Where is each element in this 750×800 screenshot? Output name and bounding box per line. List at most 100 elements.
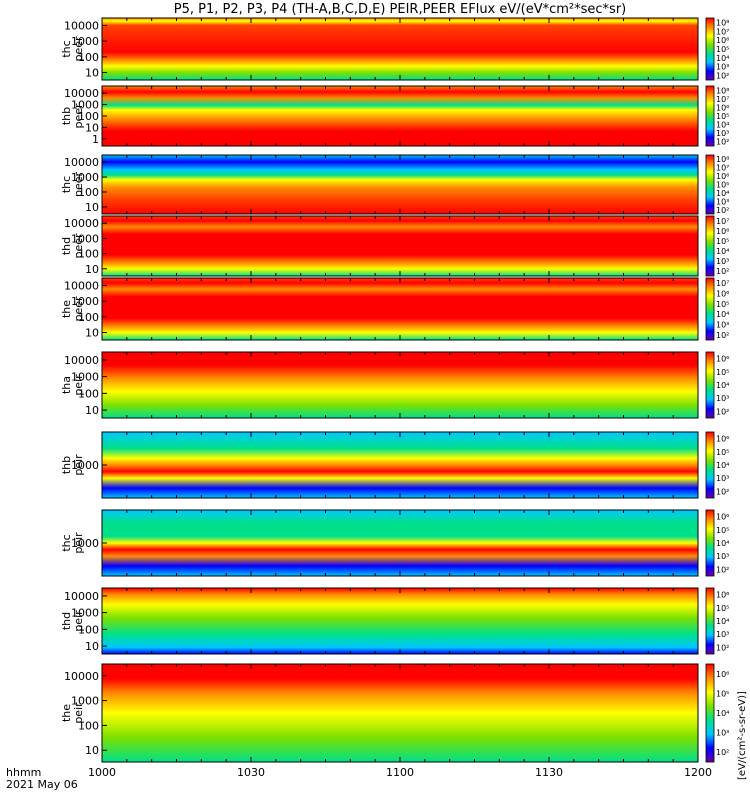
panel-label-line: the	[60, 300, 73, 318]
colorbar-tick-label: 10³	[716, 197, 729, 206]
colorbar-tick-label: 10⁵	[716, 448, 729, 457]
colorbar-tick-label: 10⁶	[716, 103, 729, 112]
panel-label-line: peir	[72, 532, 85, 554]
colorbar-tick-label: 10³	[716, 257, 729, 266]
colorbar-tick-label: 10⁵	[716, 689, 729, 698]
panel-label-line: the	[60, 704, 73, 722]
x-tick-label: 1100	[386, 766, 414, 779]
panel-label-line: tha	[60, 376, 73, 394]
y-tick-label: 100	[78, 110, 99, 123]
y-tick-label: 10	[85, 201, 99, 214]
colorbar-tick-label: 10⁵	[716, 112, 729, 121]
colorbar-tick-label: 10³	[716, 129, 729, 138]
colorbar-tick-label: 10⁶	[716, 290, 729, 299]
y-tick-label: 1	[92, 133, 99, 146]
y-tick-label: 10000	[64, 156, 99, 169]
y-tick-label: 100	[78, 719, 99, 732]
colorbar-tick-label: 10⁸	[716, 155, 729, 164]
colorbar-tick-label: 10⁴	[716, 461, 729, 470]
colorbar	[705, 587, 715, 655]
y-tick-label: 10	[85, 404, 99, 417]
y-tick-label: 10000	[64, 354, 99, 367]
colorbar-tick-label: 10⁷	[716, 27, 729, 36]
y-tick-label: 1000	[71, 537, 99, 550]
spectrogram-image	[102, 432, 698, 498]
y-tick-label: 10000	[64, 670, 99, 683]
colorbar-tick-label: 10⁸	[716, 18, 729, 27]
y-tick-label: 10	[85, 263, 99, 276]
colorbar-tick-label: 10⁴	[716, 617, 729, 626]
y-tick-label: 10	[85, 744, 99, 757]
colorbar-tick-label: 10⁴	[716, 121, 729, 130]
colorbar-tick-label: 10⁵	[716, 237, 729, 246]
panel-label-line: peer	[72, 296, 85, 322]
panel-5: 10 100 1000 10000 tha peir 10² 10³ 10⁴ 10⁵ 10⁶	[60, 351, 729, 419]
colorbar-tick-label: 10³	[716, 729, 729, 738]
panel-label-line: peir	[72, 702, 85, 724]
panel-label-line: peer	[72, 103, 85, 129]
y-tick-label: 1000	[71, 607, 99, 620]
colorbar	[705, 431, 715, 499]
y-tick-label: 10000	[64, 217, 99, 230]
colorbar-tick-label: 10²	[716, 267, 729, 276]
x-axis-corner-label-hhmm: hhmm	[6, 766, 41, 779]
panel-label-line: thd	[60, 612, 73, 630]
colorbar-tick-label: 10²	[716, 487, 729, 496]
x-axis-corner-label-date: 2021 May 06	[6, 778, 78, 791]
colorbar-tick-label: 10²	[716, 748, 729, 757]
y-tick-label: 10	[85, 121, 99, 134]
colorbar-tick-label: 10³	[716, 394, 729, 403]
panel-label-line: peer	[72, 233, 85, 259]
y-tick-label: 100	[78, 248, 99, 261]
colorbar-tick-label: 10³	[716, 630, 729, 639]
colorbar-tick-label: 10⁶	[716, 435, 729, 444]
colorbar-tick-label: 10³	[716, 474, 729, 483]
figure-title: P5, P1, P2, P3, P4 (TH-A,B,C,D,E) PEIR,P…	[174, 2, 627, 17]
panel-label-line: peir	[72, 610, 85, 632]
y-tick-label: 1000	[71, 232, 99, 245]
y-tick-label: 10	[85, 327, 99, 340]
colorbar	[705, 277, 715, 341]
colorbar-tick-label: 10⁶	[716, 513, 729, 522]
colorbar-tick-label: 10⁵	[716, 604, 729, 613]
y-tick-label: 10000	[64, 279, 99, 292]
y-tick-label: 1000	[71, 459, 99, 472]
spectrogram-image	[102, 588, 698, 654]
colorbar-tick-label: 10⁴	[716, 310, 729, 319]
colorbar	[705, 85, 715, 147]
colorbar	[705, 154, 715, 215]
x-tick-label: 1000	[88, 766, 116, 779]
spectrogram-image	[102, 18, 698, 80]
panel-0: 10 100 1000 10000 thc peer 10²10³10⁴10⁵10⁶10⁷1…	[60, 17, 729, 81]
y-tick-label: 1000	[71, 371, 99, 384]
colorbar	[705, 351, 715, 419]
spectrogram-image	[102, 278, 698, 340]
colorbar-tick-label: 10²	[716, 138, 729, 147]
y-tick-label: 100	[78, 51, 99, 64]
y-tick-label: 10000	[64, 590, 99, 603]
colorbar-tick-label: 10⁴	[716, 54, 729, 63]
colorbar-tick-label: 10⁶	[716, 172, 729, 181]
y-tick-label: 1000	[71, 35, 99, 48]
y-tick-label: 1000	[71, 99, 99, 112]
colorbar-tick-label: 10⁵	[716, 368, 729, 377]
panel-label-line: thb	[60, 456, 73, 474]
colorbar-tick-label: 10²	[716, 72, 729, 81]
y-tick-label: 1000	[71, 295, 99, 308]
y-tick-label: 10	[85, 67, 99, 80]
panel-label-line: peir	[72, 454, 85, 476]
panel-label-line: peir	[72, 374, 85, 396]
colorbar-tick-label: 10³	[716, 321, 729, 330]
colorbar-tick-label: 10⁴	[716, 381, 729, 390]
colorbar-tick-label: 10⁷	[716, 217, 729, 226]
spectrogram-image	[102, 664, 698, 762]
panel-label-line: thc	[60, 40, 73, 57]
panel-label-line: peer	[72, 172, 85, 198]
colorbar-tick-label: 10⁶	[716, 227, 729, 236]
y-tick-label: 100	[78, 623, 99, 636]
spectrogram-image	[102, 510, 698, 576]
y-tick-label: 10000	[64, 19, 99, 32]
